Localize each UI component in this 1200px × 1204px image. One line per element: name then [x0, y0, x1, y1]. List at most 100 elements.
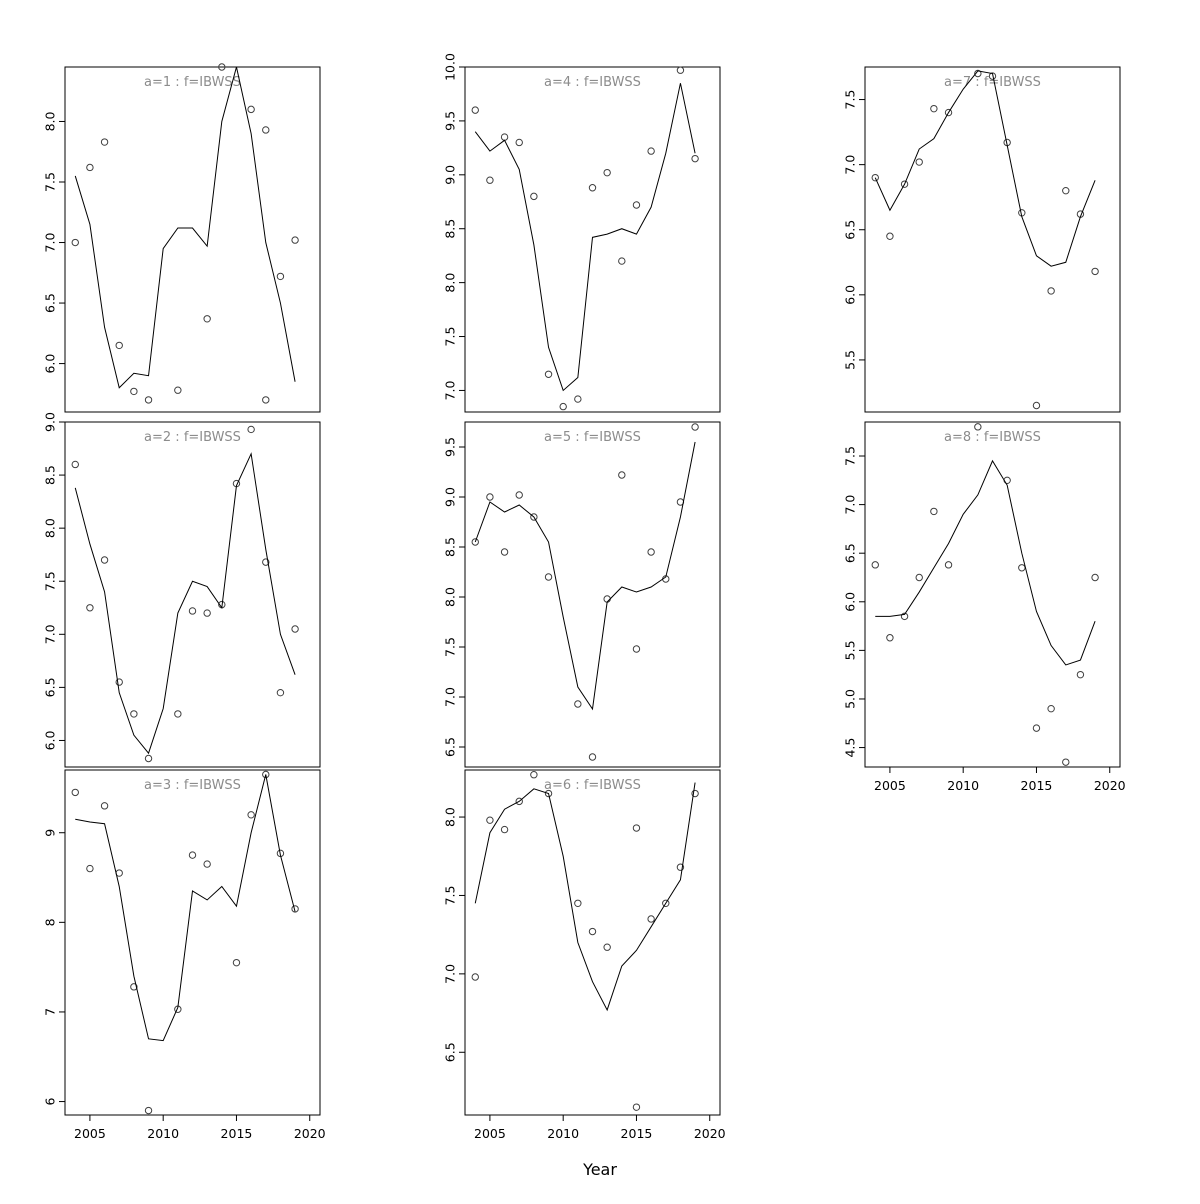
panel-a5: a=5 : f=IBWSS 6.5 7.0 7.5 8.0 8.5 9.0 9.5 — [443, 421, 721, 768]
y-tick-label: 7.5 — [43, 571, 58, 591]
data-point — [574, 700, 582, 708]
data-point — [618, 257, 626, 265]
y-tick-label: 9.5 — [443, 437, 458, 457]
data-point — [588, 927, 597, 936]
data-point — [515, 797, 523, 806]
y-tick-label: 8.0 — [443, 587, 458, 607]
x-tick-label: 2005 — [74, 1126, 106, 1141]
y-tick-label: 7.5 — [843, 90, 858, 110]
data-point — [262, 396, 270, 404]
data-point — [1003, 476, 1011, 485]
data-point — [276, 272, 285, 281]
data-point — [886, 634, 894, 642]
data-point — [871, 173, 879, 182]
y-tick-label: 7.0 — [43, 233, 58, 253]
fit-line — [74, 452, 296, 755]
panel-title: a=5 : f=IBWSS — [544, 430, 641, 445]
y-tick-label: 7 — [43, 1008, 58, 1016]
y-tick-label: 5.5 — [843, 350, 858, 370]
y-tick-label: 6.5 — [43, 293, 58, 313]
panel-title: a=4 : f=IBWSS — [544, 75, 641, 90]
fit-line — [474, 782, 696, 1012]
data-point — [203, 860, 211, 868]
y-tick-label: 9 — [43, 829, 58, 837]
data-point — [574, 395, 582, 403]
data-point — [247, 811, 255, 819]
y-tick-label: 9.0 — [43, 412, 58, 432]
data-point — [1091, 267, 1099, 276]
panel-a7: a=7 : f=IBWSS 5.5 6.0 6.5 7.0 7.5 — [843, 66, 1121, 413]
data-point — [544, 789, 553, 798]
data-point — [188, 851, 197, 859]
y-tick-label: 7.5 — [43, 172, 58, 192]
fit-line — [474, 83, 696, 392]
data-point — [500, 133, 509, 141]
y-tick-label: 8.5 — [443, 537, 458, 557]
data-point — [871, 561, 879, 569]
data-point — [500, 825, 509, 834]
data-point — [71, 460, 79, 469]
data-point — [632, 824, 641, 832]
panel-box — [864, 66, 1121, 413]
data-point — [900, 612, 909, 621]
data-point — [588, 753, 597, 761]
data-point — [632, 201, 641, 209]
data-point — [886, 232, 894, 240]
y-tick-label: 10.0 — [443, 53, 458, 81]
data-point — [71, 238, 79, 247]
y-tick-label: 5.5 — [843, 640, 858, 660]
data-point — [662, 899, 670, 907]
data-point — [691, 154, 699, 163]
y-tick-label: 6.0 — [843, 285, 858, 305]
x-tick-label: 2020 — [294, 1126, 326, 1141]
data-point — [203, 315, 211, 323]
x-tick-label: 2020 — [694, 1126, 726, 1141]
data-point — [974, 69, 982, 78]
data-point — [486, 816, 494, 824]
data-point — [291, 625, 299, 633]
data-point — [100, 556, 109, 564]
panel-title: a=3 : f=IBWSS — [144, 778, 241, 793]
y-tick-label: 8.0 — [43, 518, 58, 538]
data-point — [515, 491, 523, 499]
data-point — [291, 236, 299, 244]
data-point — [900, 180, 909, 188]
data-point — [647, 915, 655, 923]
panel-box — [864, 421, 1121, 768]
y-tick-label: 6.0 — [43, 354, 58, 374]
data-point — [530, 513, 538, 521]
panel-title: a=7 : f=IBWSS — [944, 75, 1041, 90]
data-point — [1062, 186, 1070, 195]
data-point — [1047, 287, 1055, 295]
data-point — [988, 72, 997, 80]
y-tick-label: 6.5 — [843, 220, 858, 240]
y-tick-label: 8.5 — [43, 465, 58, 485]
y-tick-label: 6.0 — [43, 730, 58, 750]
data-point — [471, 538, 479, 546]
y-tick-label: 8.5 — [443, 219, 458, 239]
y-tick-label: 8 — [43, 918, 58, 926]
data-point — [247, 425, 255, 434]
x-tick-label: 2020 — [1094, 778, 1126, 793]
y-tick-label: 9.0 — [443, 487, 458, 507]
panel-box — [64, 66, 321, 413]
data-point — [100, 802, 109, 810]
panel-title: a=1 : f=IBWSS — [144, 75, 241, 90]
data-point — [1032, 401, 1041, 410]
x-tick-label: 2015 — [1021, 778, 1053, 793]
fit-line — [875, 459, 1096, 666]
panel-title: a=6 : f=IBWSS — [544, 778, 641, 793]
y-tick-label: 6.0 — [843, 592, 858, 612]
data-point — [130, 710, 138, 718]
y-tick-label: 9.5 — [443, 111, 458, 131]
data-point — [515, 138, 523, 147]
fit-line — [75, 774, 296, 1042]
data-point — [144, 754, 153, 763]
y-tick-label: 7.5 — [443, 637, 458, 657]
y-tick-label: 5.0 — [843, 689, 858, 709]
y-tick-label: 6.5 — [443, 737, 458, 757]
data-point — [1076, 670, 1085, 679]
y-tick-label: 7.0 — [443, 687, 458, 707]
y-tick-label: 8.0 — [43, 111, 58, 131]
y-tick-label: 8.0 — [443, 273, 458, 293]
